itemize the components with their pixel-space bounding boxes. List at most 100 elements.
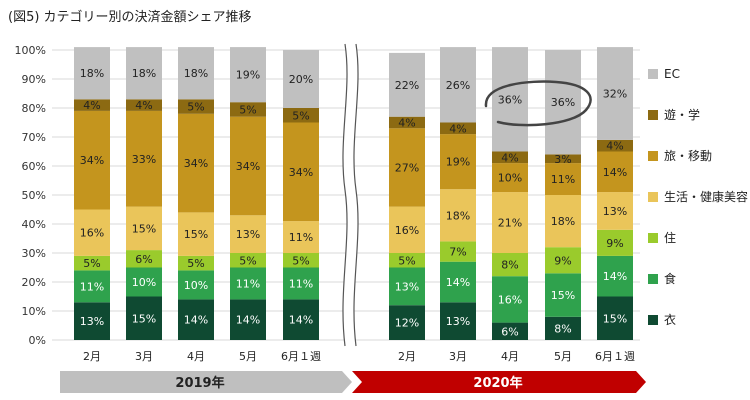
data-label: 4% [449, 122, 466, 135]
bar-segment [230, 116, 266, 216]
bar-segment [230, 102, 266, 117]
y-tick-label: 0% [29, 334, 46, 347]
legend-swatch [648, 151, 658, 161]
data-label: 36% [498, 93, 522, 106]
highlight-ellipse [484, 80, 592, 127]
chart-title: (図5) カテゴリー別の決済金額シェア推移 [8, 10, 252, 25]
bar-segment [74, 110, 110, 210]
y-tick-label: 80% [22, 102, 46, 115]
legend-label: EC [664, 67, 680, 81]
bar-segment [492, 192, 528, 253]
y-tick-label: 50% [22, 189, 46, 202]
bar-segment [389, 116, 425, 129]
y-tick-label: 20% [22, 276, 46, 289]
data-label: 4% [135, 99, 152, 112]
data-label: 11% [80, 280, 104, 293]
axis-break-line [353, 43, 359, 347]
bar-segment [178, 47, 214, 100]
legend-label: 遊・学 [664, 107, 700, 122]
bar-segment [389, 253, 425, 268]
data-label: 13% [446, 315, 470, 328]
bar-segment [597, 255, 633, 297]
bar-segment [389, 305, 425, 340]
bar-segment [74, 302, 110, 340]
y-tick-label: 70% [22, 131, 46, 144]
data-label: 5% [398, 254, 415, 267]
data-label: 3% [554, 153, 571, 166]
data-label: 5% [239, 254, 256, 267]
data-label: 6% [501, 325, 518, 338]
bar-segment [283, 253, 319, 268]
bar-segment [178, 212, 214, 256]
bar-segment [126, 110, 162, 207]
bar-segment [440, 122, 476, 135]
bar-segment [389, 267, 425, 306]
bar-segment [283, 267, 319, 300]
data-label: 13% [395, 280, 419, 293]
data-label: 15% [132, 312, 156, 325]
bar-segment [545, 316, 581, 340]
x-tick-label: 4月 [187, 350, 205, 363]
bar-segment [545, 195, 581, 248]
data-label: 16% [395, 224, 419, 237]
data-label: 14% [184, 314, 208, 327]
bar-segment [74, 47, 110, 100]
x-tick-label: 5月 [239, 350, 257, 363]
bar-segment [230, 267, 266, 300]
bar-segment [126, 267, 162, 297]
bar-segment [545, 247, 581, 274]
data-label: 15% [603, 312, 627, 325]
bar-segment [283, 108, 319, 123]
data-label: 11% [289, 231, 313, 244]
data-label: 14% [603, 270, 627, 283]
bar-segment [283, 299, 319, 340]
legend-swatch [648, 233, 658, 243]
bar-segment [440, 189, 476, 242]
bar-segment [545, 273, 581, 317]
bar-segment [545, 50, 581, 155]
y-tick-label: 10% [22, 305, 46, 318]
bar-segment [178, 255, 214, 271]
legend-label: 食 [664, 271, 676, 286]
x-tick-label: 5月 [554, 350, 572, 363]
data-label: 18% [446, 209, 470, 222]
bar-segment [545, 154, 581, 164]
data-label: 19% [236, 69, 260, 82]
y-tick-label: 40% [22, 218, 46, 231]
bar-segment [492, 151, 528, 164]
bar-segment [597, 296, 633, 340]
bar-segment [74, 270, 110, 303]
data-label: 5% [292, 254, 309, 267]
data-label: 7% [449, 246, 466, 259]
bar-segment [178, 113, 214, 213]
bar-segment [126, 47, 162, 100]
bar-segment [440, 302, 476, 340]
legend-label: 生活・健康美容 [664, 189, 748, 204]
bar-segment [492, 253, 528, 277]
bar-segment [230, 47, 266, 103]
data-label: 13% [80, 315, 104, 328]
bar-segment [492, 322, 528, 340]
data-label: 5% [187, 101, 204, 114]
data-label: 14% [446, 276, 470, 289]
bar-segment [230, 215, 266, 253]
data-label: 14% [603, 166, 627, 179]
axis-break-line [342, 43, 348, 347]
data-label: 11% [551, 173, 575, 186]
data-label: 21% [498, 217, 522, 230]
bar-segment [230, 253, 266, 268]
data-label: 18% [184, 67, 208, 80]
data-label: 18% [132, 67, 156, 80]
bar-segment [126, 99, 162, 111]
bar-segment [492, 163, 528, 193]
bar-segment [492, 47, 528, 152]
bar-segment [178, 99, 214, 114]
bar-segment [440, 134, 476, 190]
bar-segment [597, 151, 633, 193]
bar-segment [178, 270, 214, 300]
data-label: 4% [398, 117, 415, 130]
legend-swatch [648, 274, 658, 284]
data-label: 12% [395, 317, 419, 330]
x-tick-label: 3月 [135, 350, 153, 363]
